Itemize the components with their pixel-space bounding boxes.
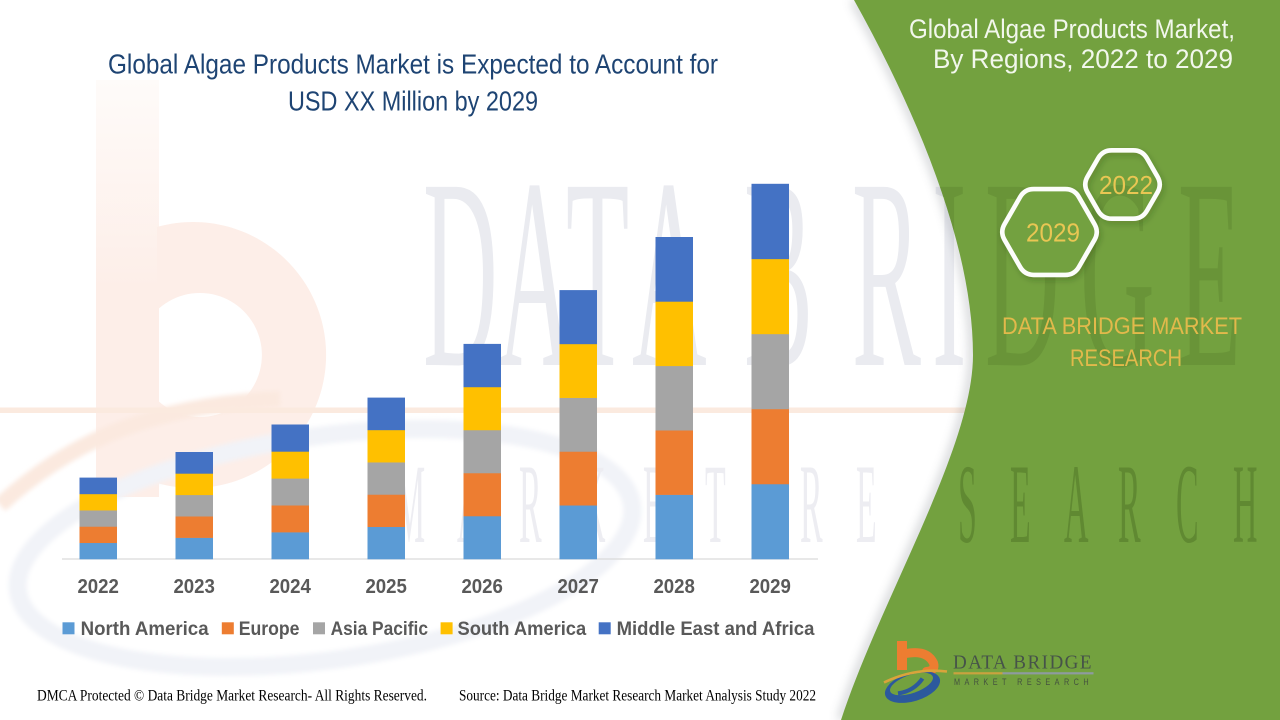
svg-text:Global Algae Products Market i: Global Algae Products Market is Expected…: [108, 49, 718, 80]
svg-text:Europe: Europe: [239, 618, 300, 640]
svg-text:2023: 2023: [173, 576, 215, 598]
svg-text:2022: 2022: [1099, 170, 1153, 200]
svg-text:Global Algae Products Market,: Global Algae Products Market,: [909, 14, 1235, 44]
svg-text:By Regions, 2022 to 2029: By Regions, 2022 to 2029: [933, 44, 1233, 74]
svg-text:DATA BRIDGE MARKET: DATA BRIDGE MARKET: [1002, 313, 1242, 340]
svg-text:Middle East and Africa: Middle East and Africa: [617, 618, 815, 640]
svg-text:2025: 2025: [365, 576, 407, 598]
svg-text:2024: 2024: [269, 576, 311, 598]
svg-text:2029: 2029: [749, 576, 791, 598]
svg-text:2022: 2022: [77, 576, 119, 598]
svg-text:DATA BRIDGE: DATA BRIDGE: [953, 653, 1093, 674]
svg-text:2027: 2027: [557, 576, 599, 598]
svg-text:2028: 2028: [653, 576, 695, 598]
svg-text:2026: 2026: [461, 576, 503, 598]
svg-text:Source: Data Bridge Market Res: Source: Data Bridge Market Research Mark…: [459, 688, 816, 705]
svg-text:Asia Pacific: Asia Pacific: [331, 618, 429, 640]
svg-text:DMCA Protected © Data Bridge M: DMCA Protected © Data Bridge Market Rese…: [37, 688, 427, 705]
svg-text:2029: 2029: [1026, 218, 1080, 248]
svg-text:MARKET RESEARCH: MARKET RESEARCH: [954, 677, 1093, 687]
svg-text:RESEARCH: RESEARCH: [1070, 345, 1182, 372]
svg-text:North America: North America: [81, 618, 209, 640]
svg-text:USD XX Million by 2029: USD XX Million by 2029: [288, 86, 538, 117]
svg-text:South America: South America: [458, 618, 587, 640]
